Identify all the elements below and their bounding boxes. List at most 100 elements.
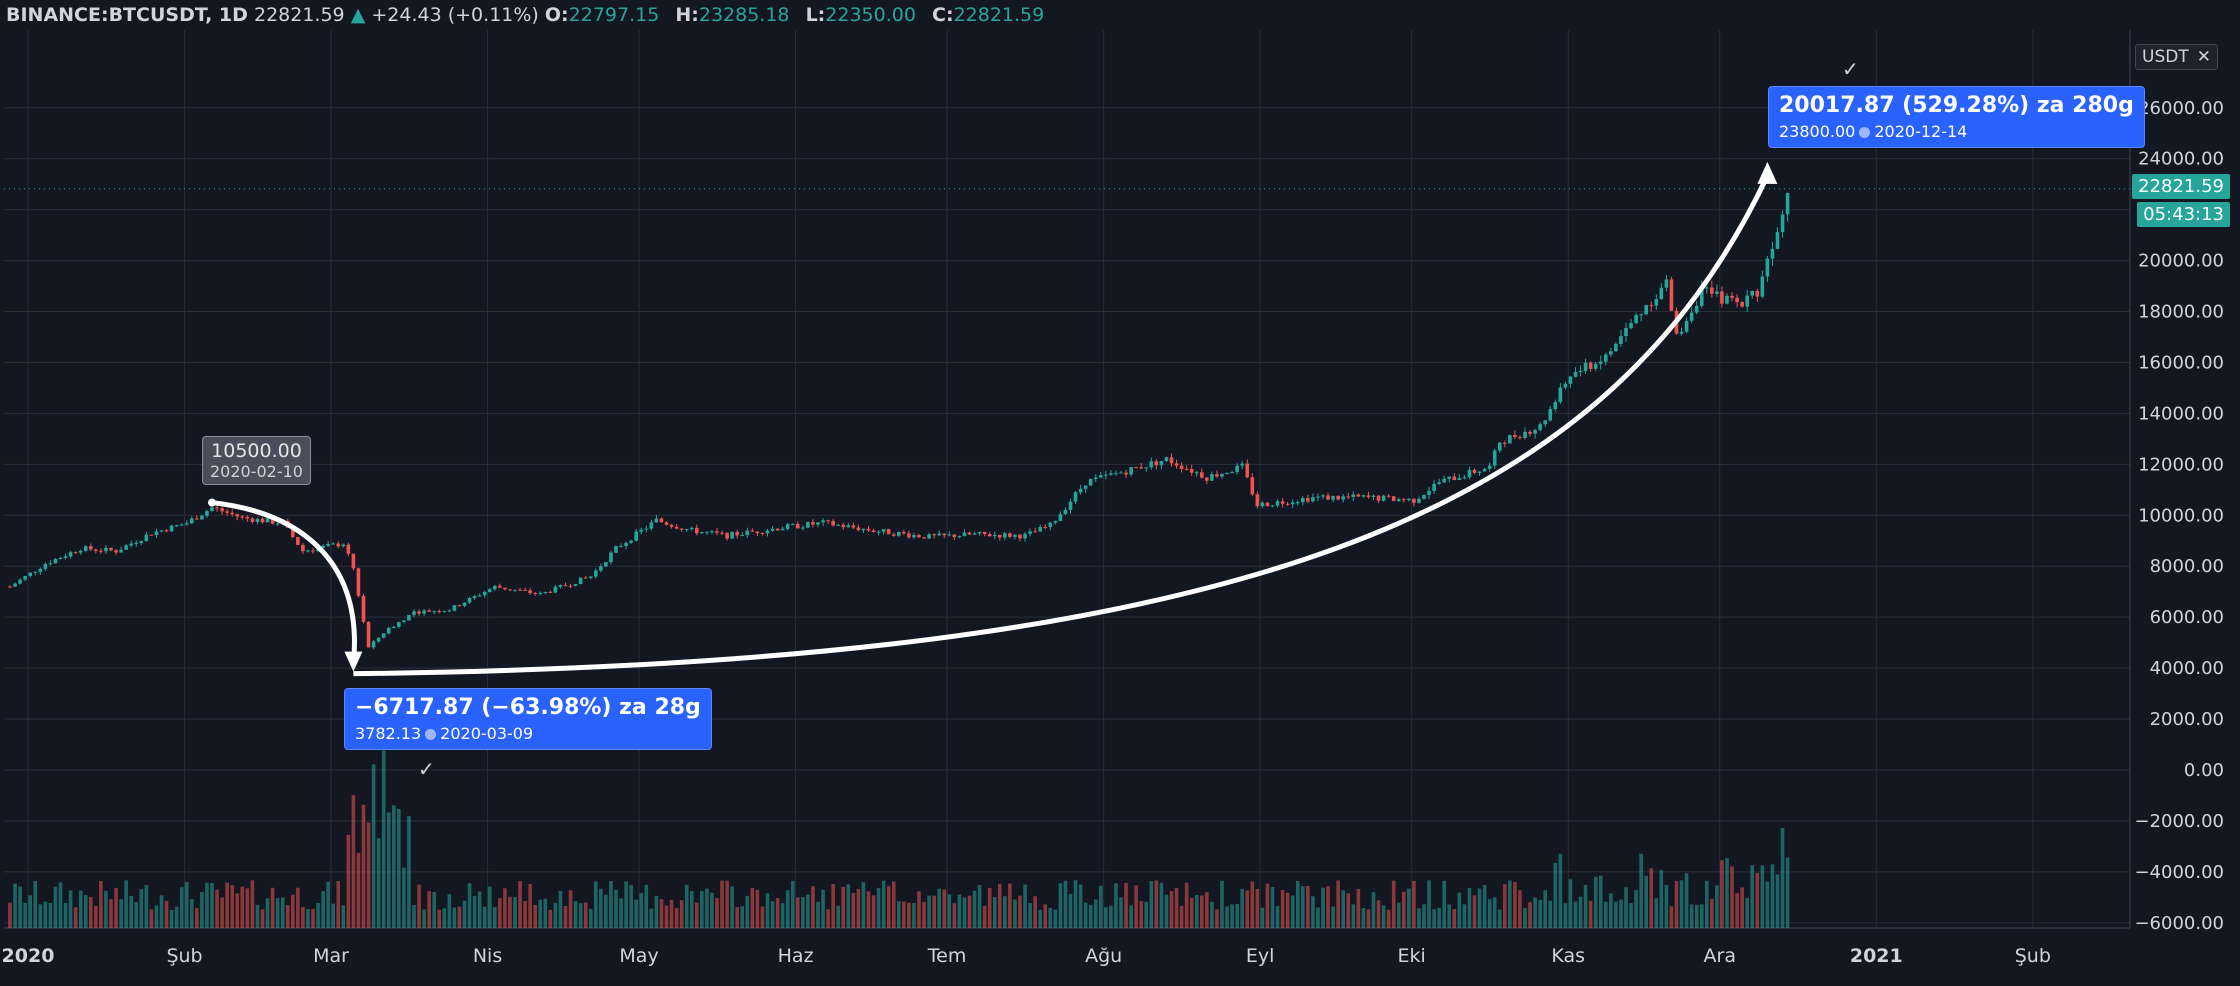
candle-body [790,524,795,526]
volume-bar [1326,886,1330,928]
candle-body [18,579,22,584]
volume-bar [639,893,644,928]
candle-body [533,593,537,595]
volume-bar [1614,901,1618,928]
volume-bar [1386,909,1391,928]
volume-bar [836,905,840,928]
candle-body [417,611,421,614]
candle-body [341,544,346,547]
candle-body [1083,485,1088,489]
volume-bar [104,890,108,928]
candle-body [735,532,739,536]
volume-bar [1705,880,1709,928]
candle-body [1487,465,1492,469]
x-tick-label: Şub [2015,945,2051,967]
candle-body [472,596,477,598]
open-value: 22797.15 [568,4,660,26]
candle-body [775,528,780,531]
volume-bar [472,896,477,928]
candle-body [811,522,815,525]
candle-body [407,615,411,621]
candle-body [1371,495,1376,497]
candle-body [311,550,315,552]
volume-bars [8,750,1790,928]
candle-body [225,511,229,513]
symbol-label[interactable]: BINANCE:BTCUSDT, 1D [6,4,248,26]
volume-bar [1588,900,1593,928]
high-marker-label[interactable]: 10500.00 2020-02-10 [202,436,311,485]
candle-body [1735,297,1739,303]
drop-measure-label[interactable]: −6717.87 (−63.98%) za 28g 3782.13 2020-03… [344,688,712,750]
volume-bar [770,901,775,928]
candle-body [907,533,911,538]
volume-bar [1487,899,1492,928]
candle-body [1492,450,1497,466]
volume-bar [341,905,346,928]
candle-body [250,518,255,522]
volume-bar [1447,904,1452,928]
candle-body [195,518,199,520]
y-tick-label: 6000.00 [2150,607,2224,628]
drop-measure-text: −6717.87 (−63.98%) za 28g [355,695,701,720]
close-icon[interactable]: ✕ [2196,47,2211,67]
volume-bar [1472,895,1477,928]
volume-bar [1669,906,1674,928]
volume-bar [417,884,421,928]
volume-bar [644,884,649,928]
currency-button[interactable]: USDT ✕ [2135,44,2218,70]
candle-body [144,534,149,541]
candle-body [1528,431,1532,434]
candle-body [1124,472,1128,475]
candle-body [705,531,709,533]
volume-bar [1189,897,1194,928]
candle-body [38,568,43,572]
candle-body [482,592,487,596]
candle-body [1104,474,1108,476]
candle-body [609,552,613,563]
volume-bar [169,909,174,928]
candle-body [614,546,618,553]
volume-bar [1689,904,1694,928]
volume-bar [1306,886,1310,928]
candle-body [1129,467,1133,475]
rise-measure-label[interactable]: 20017.87 (529.28%) za 280g 23800.00 2020-… [1768,86,2145,148]
volume-bar [1003,896,1007,928]
candle-body [1053,521,1058,523]
candle-body [53,559,58,564]
volume-bar [578,903,583,928]
candle-body [1412,498,1416,503]
candle-body [1119,472,1123,474]
candle-body [1169,457,1174,464]
close-key: C: [932,4,954,26]
x-tick-label: Haz [778,945,814,967]
candle-body [220,508,224,512]
volume-bar [594,881,598,928]
candle-body [912,534,916,538]
candle-body [1705,287,1709,289]
volume-bar [23,902,27,928]
candle-body [1341,496,1345,500]
volume-bar [972,890,977,928]
y-tick-label: 12000.00 [2138,454,2224,475]
candle-body [1088,478,1093,486]
volume-bar [1533,897,1537,928]
candle-body [1447,476,1452,479]
volume-bar [750,888,755,928]
volume-bar [1139,901,1143,928]
candle-body [710,531,714,533]
volume-bar [53,886,58,928]
candle-body [1356,494,1361,497]
candle-body [1240,463,1244,466]
candle-body [695,527,699,534]
candle-body [1068,501,1073,510]
candle-body [402,620,406,623]
volume-bar [1033,896,1037,928]
candle-body [982,531,987,535]
volume-bar [528,883,532,928]
candle-body [998,534,1002,538]
volume-bar [917,891,921,928]
volume-bar [437,909,442,928]
candle-body [1366,495,1371,497]
volume-bar [1174,888,1179,928]
